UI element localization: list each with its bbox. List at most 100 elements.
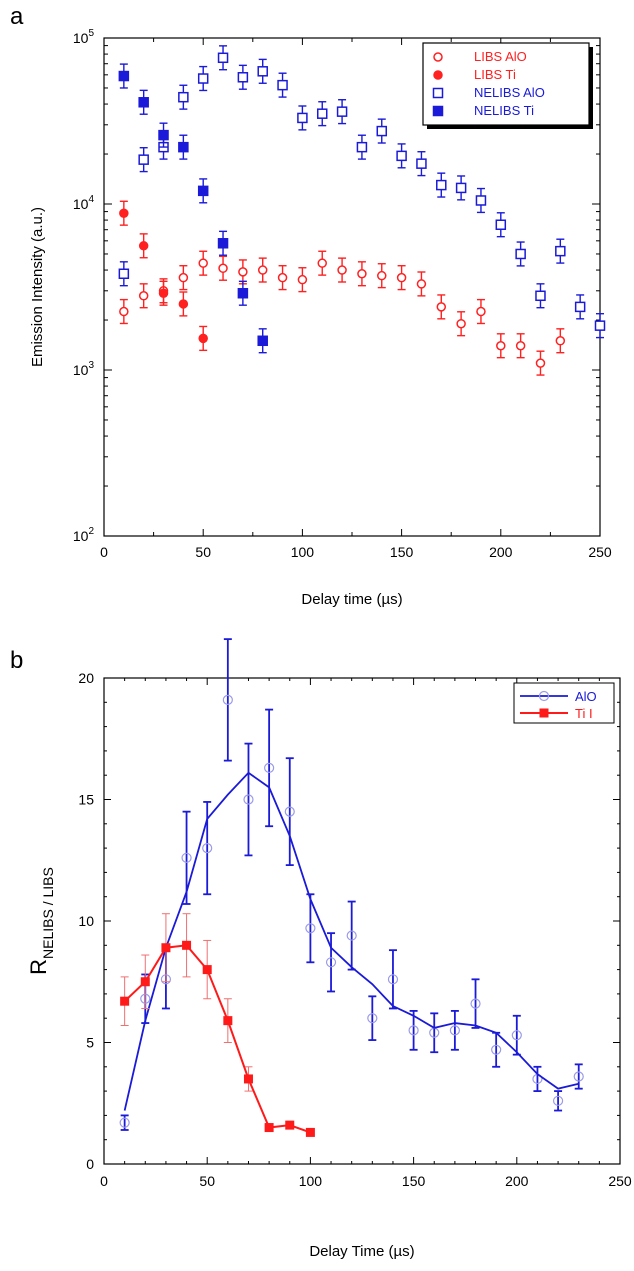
data-point [357,269,367,279]
legend-entry: LIBS Ti [474,67,516,82]
data-point [277,79,288,91]
data-point [138,154,149,165]
data-point [297,112,308,124]
data-point [376,125,388,137]
data-point [238,267,248,277]
data-point [408,1025,419,1036]
data-point [257,335,268,347]
data-point [217,52,229,64]
legend-entry: AlO [575,689,597,704]
data-point [416,158,427,169]
data-point [138,291,149,301]
data-point [140,977,150,987]
data-point [178,299,189,309]
data-point [491,1044,502,1055]
data-point [496,340,506,351]
data-point [455,182,467,194]
data-point [284,806,295,817]
legend-a: LIBS AlO LIBS Ti NELIBS AlO NELIBS Ti [422,42,593,129]
data-point [470,998,481,1009]
series-libs-ti [119,200,208,352]
data-point [495,219,507,230]
data-point [433,52,443,62]
data-point [552,1095,564,1106]
data-point [475,195,487,206]
x-tick-label: 100 [299,1173,323,1189]
data-point [433,70,443,80]
data-point [555,245,566,257]
data-point [178,272,189,283]
legend-entry: LIBS AlO [474,49,527,64]
x-tick-label: 0 [100,1173,108,1189]
data-point [535,290,546,302]
data-point [120,996,130,1006]
legend-entry: NELIBS Ti [474,103,534,118]
data-point [202,965,212,975]
data-point [436,302,447,312]
panel-label: a [10,3,24,30]
data-point [202,842,213,854]
data-point [396,272,407,283]
legend-marker [538,690,550,702]
legend-marker [539,708,549,718]
y-tick-label: 104 [73,194,95,212]
x-tick-label: 250 [588,544,612,560]
data-point [305,1127,315,1137]
x-axis-title: Delay time (µs) [301,591,402,608]
y-axis-title: Emission Intensity (a.u.) [29,207,46,367]
data-point [432,87,444,99]
data-point [305,923,316,934]
data-point [573,1071,584,1082]
data-point [436,179,447,191]
data-point [178,141,189,153]
data-point [337,265,347,275]
data-point [356,141,368,153]
x-axis-title: Delay Time (µs) [309,1243,414,1260]
data-point [119,306,129,317]
data-point [217,238,229,249]
x-tick-label: 250 [608,1173,632,1189]
data-point [119,208,129,218]
data-point [198,258,208,268]
x-tick-label: 150 [390,544,414,560]
x-tick-label: 0 [100,544,108,560]
data-point [119,1117,130,1128]
x-tick-label: 100 [291,544,315,560]
data-point [387,974,399,985]
data-point [476,306,486,317]
data-point [574,301,586,313]
ti-line [123,944,311,1134]
alo-curve [123,771,579,1111]
data-point [555,336,566,346]
chart-panel-b: b 0 50 100 150 200 250 0 5 10 15 20 Delay Time (µs) R… [10,638,632,1260]
panel-label: b [10,647,23,674]
y-tick-label: 15 [78,792,94,808]
data-point [396,150,407,162]
data-point [138,241,149,251]
data-point [243,794,254,805]
series-ti-i [120,913,315,1137]
data-point [197,185,209,197]
data-point [257,66,268,77]
data-point [181,852,192,863]
data-point [222,694,233,705]
data-point [264,1123,274,1133]
data-point [161,943,171,953]
data-point [377,270,387,281]
y-tick-label: 20 [78,670,94,686]
data-point [325,957,337,968]
data-point [449,1025,460,1036]
x-tick-label: 50 [199,1173,215,1189]
x-tick-label: 200 [489,544,513,560]
data-point [511,1030,522,1041]
legend-entry: NELIBS AlO [474,85,545,100]
data-point [197,73,209,84]
y-tick-label: 103 [73,360,95,378]
data-point [257,265,268,275]
data-point [198,333,208,344]
series-libs-alo [119,250,566,376]
data-point [218,263,228,274]
legend-box [513,682,615,724]
data-point [432,105,444,117]
data-point [456,318,466,329]
